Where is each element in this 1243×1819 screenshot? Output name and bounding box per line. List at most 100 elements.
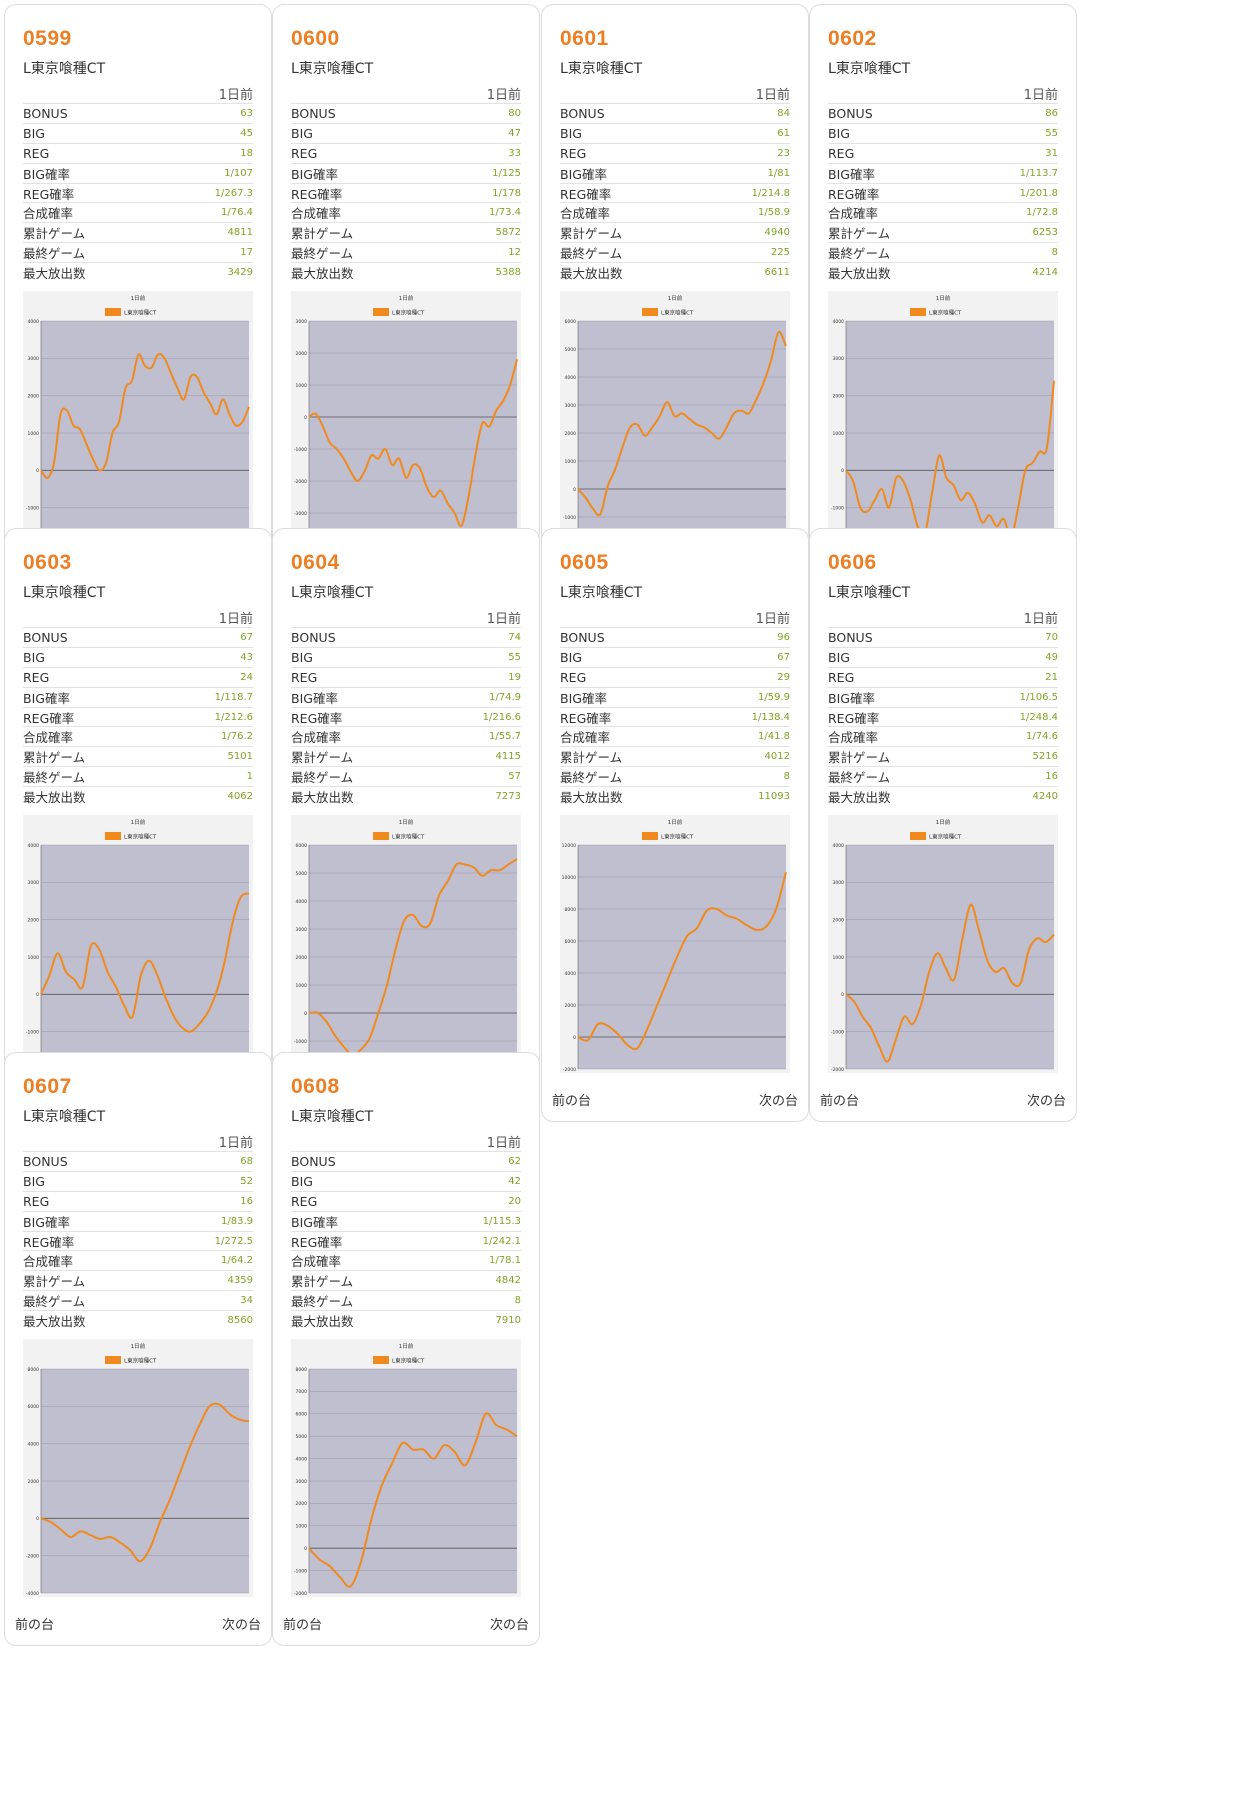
stat-label: BIG確率 <box>828 690 875 706</box>
stat-value: 1/83.9 <box>221 1215 253 1227</box>
stat-row: BIG確率 1/81 <box>560 162 790 183</box>
prev-machine-link[interactable]: 前の台 <box>15 1618 55 1633</box>
machine-number[interactable]: 0606 <box>828 551 877 574</box>
stat-row: BIG確率 1/125 <box>291 162 521 183</box>
stat-row: BIG確率 1/106.5 <box>828 686 1058 707</box>
stat-value: 55 <box>508 651 521 663</box>
stat-row: 最終ゲーム 1 <box>23 766 253 786</box>
y-tick-label: -1000 <box>294 1568 307 1574</box>
stat-value: 62 <box>508 1155 521 1167</box>
stat-row: BONUS 96 <box>560 627 790 647</box>
chart-title: 1日前 <box>131 818 146 826</box>
prev-machine-link[interactable]: 前の台 <box>283 1618 323 1633</box>
machine-card[interactable]: 0608 L東京喰種CT 1日前 BONUS 62 BIG 42 REG 20 BIG確率 1… <box>272 1052 540 1646</box>
day-label: 1日前 <box>486 88 521 103</box>
machine-number[interactable]: 0605 <box>560 551 609 574</box>
next-machine-link[interactable]: 次の台 <box>758 1094 798 1109</box>
machine-card[interactable]: 0600 L東京喰種CT 1日前 BONUS 80 BIG 47 REG 33 BIG確率 1… <box>272 4 540 598</box>
machine-number[interactable]: 0603 <box>23 551 72 574</box>
machine-number[interactable]: 0604 <box>291 551 340 574</box>
stat-value: 1/76.4 <box>221 207 253 219</box>
stat-value: 80 <box>508 107 521 119</box>
stat-value: 1/107 <box>224 167 253 179</box>
stat-label: 合成確率 <box>291 1254 342 1270</box>
stat-label: 合成確率 <box>291 206 342 222</box>
stat-row: REG確率 1/248.4 <box>828 706 1058 727</box>
stat-value: 96 <box>777 631 790 643</box>
machine-card[interactable]: 0607 L東京喰種CT 1日前 BONUS 68 BIG 52 REG 16 BIG確率 1… <box>4 1052 272 1646</box>
machine-number[interactable]: 0608 <box>291 1075 340 1098</box>
y-tick-label: 2000 <box>28 393 40 399</box>
stat-row: BONUS 74 <box>291 627 521 647</box>
machine-model: L東京喰種CT <box>560 61 643 77</box>
legend-swatch <box>105 832 121 840</box>
stat-row: REG確率 1/212.6 <box>23 706 253 727</box>
stat-value: 33 <box>508 147 521 159</box>
slump-line <box>577 871 787 1051</box>
stat-label: 累計ゲーム <box>23 226 86 242</box>
y-tick-label: 4000 <box>833 843 845 849</box>
slump-chart: 1日前L東京喰種CT-2000-100001000200030004000500… <box>560 291 790 549</box>
stat-value: 1/55.7 <box>489 731 521 743</box>
machine-card[interactable]: 0604 L東京喰種CT 1日前 BONUS 74 BIG 55 REG 19 BIG確率 1… <box>272 528 540 1122</box>
stat-row: BONUS 67 <box>23 627 253 647</box>
stat-label: 最終ゲーム <box>291 770 354 786</box>
chart-title: 1日前 <box>399 294 414 302</box>
stat-value: 4940 <box>764 227 790 239</box>
machine-card[interactable]: 0599 L東京喰種CT 1日前 BONUS 63 BIG 45 REG 18 BIG確率 1… <box>4 4 272 598</box>
legend-label: L東京喰種CT <box>392 309 425 317</box>
stats-table: BONUS 62 BIG 42 REG 20 BIG確率 1/115.3 REG確率 1/242.… <box>291 1151 521 1330</box>
y-tick-label: 3000 <box>296 319 308 325</box>
stat-row: 最終ゲーム 16 <box>828 766 1058 786</box>
stat-value: 1/125 <box>492 167 521 179</box>
stat-value: 1/74.9 <box>489 691 521 703</box>
machine-number[interactable]: 0601 <box>560 27 609 50</box>
stat-row: REG確率 1/214.8 <box>560 182 790 203</box>
slump-line <box>40 892 250 1033</box>
next-machine-link[interactable]: 次の台 <box>489 1618 529 1633</box>
machine-number[interactable]: 0599 <box>23 27 72 50</box>
stat-row: REG 21 <box>828 666 1058 687</box>
prev-machine-link[interactable]: 前の台 <box>820 1094 860 1109</box>
stat-label: 最大放出数 <box>291 266 354 282</box>
slump-line <box>308 359 518 528</box>
stat-label: BIG確率 <box>560 166 607 182</box>
machine-card[interactable]: 0606 L東京喰種CT 1日前 BONUS 70 BIG 49 REG 21 BIG確率 1… <box>809 528 1077 1122</box>
slump-chart: 1日前L東京喰種CT-2000-100001000200030004000500… <box>291 815 521 1073</box>
stat-row: REG確率 1/138.4 <box>560 706 790 727</box>
machine-card[interactable]: 0602 L東京喰種CT 1日前 BONUS 86 BIG 55 REG 31 BIG確率 1… <box>809 4 1077 598</box>
y-tick-label: 2000 <box>296 1501 308 1507</box>
y-tick-label: -1000 <box>294 447 307 453</box>
stat-value: 4240 <box>1032 791 1058 803</box>
prev-machine-link[interactable]: 前の台 <box>552 1094 592 1109</box>
stat-label: REG確率 <box>560 186 612 202</box>
stat-label: REG確率 <box>291 1234 343 1250</box>
y-tick-label: -2000 <box>563 1067 576 1073</box>
next-machine-link[interactable]: 次の台 <box>1026 1094 1066 1109</box>
stat-label: BONUS <box>291 1153 336 1169</box>
stat-label: REG <box>291 1193 318 1209</box>
stat-row: BIG 67 <box>560 646 790 667</box>
stat-row: BONUS 70 <box>828 627 1058 647</box>
stat-label: 最大放出数 <box>560 790 623 806</box>
stat-row: 最終ゲーム 34 <box>23 1290 253 1310</box>
machine-number[interactable]: 0607 <box>23 1075 72 1098</box>
y-tick-label: 6000 <box>296 843 308 849</box>
stat-row: REG 16 <box>23 1190 253 1211</box>
stat-row: REG 33 <box>291 142 521 163</box>
machine-number[interactable]: 0600 <box>291 27 340 50</box>
machine-card[interactable]: 0601 L東京喰種CT 1日前 BONUS 84 BIG 61 REG 23 BIG確率 1… <box>541 4 809 598</box>
stat-row: 最終ゲーム 57 <box>291 766 521 786</box>
machine-card[interactable]: 0605 L東京喰種CT 1日前 BONUS 96 BIG 67 REG 29 BIG確率 1… <box>541 528 809 1122</box>
y-tick-label: 4000 <box>296 1456 308 1462</box>
day-label: 1日前 <box>755 612 790 627</box>
stat-label: 最終ゲーム <box>560 770 623 786</box>
stats-table: BONUS 96 BIG 67 REG 29 BIG確率 1/59.9 REG確率 1/138.4… <box>560 627 790 806</box>
machine-card[interactable]: 0603 L東京喰種CT 1日前 BONUS 67 BIG 43 REG 24 BIG確率 1… <box>4 528 272 1122</box>
machine-number[interactable]: 0602 <box>828 27 877 50</box>
legend-swatch <box>105 1356 121 1364</box>
stat-value: 18 <box>240 147 253 159</box>
stat-value: 31 <box>1045 147 1058 159</box>
chart-title: 1日前 <box>936 818 951 826</box>
next-machine-link[interactable]: 次の台 <box>221 1618 261 1633</box>
